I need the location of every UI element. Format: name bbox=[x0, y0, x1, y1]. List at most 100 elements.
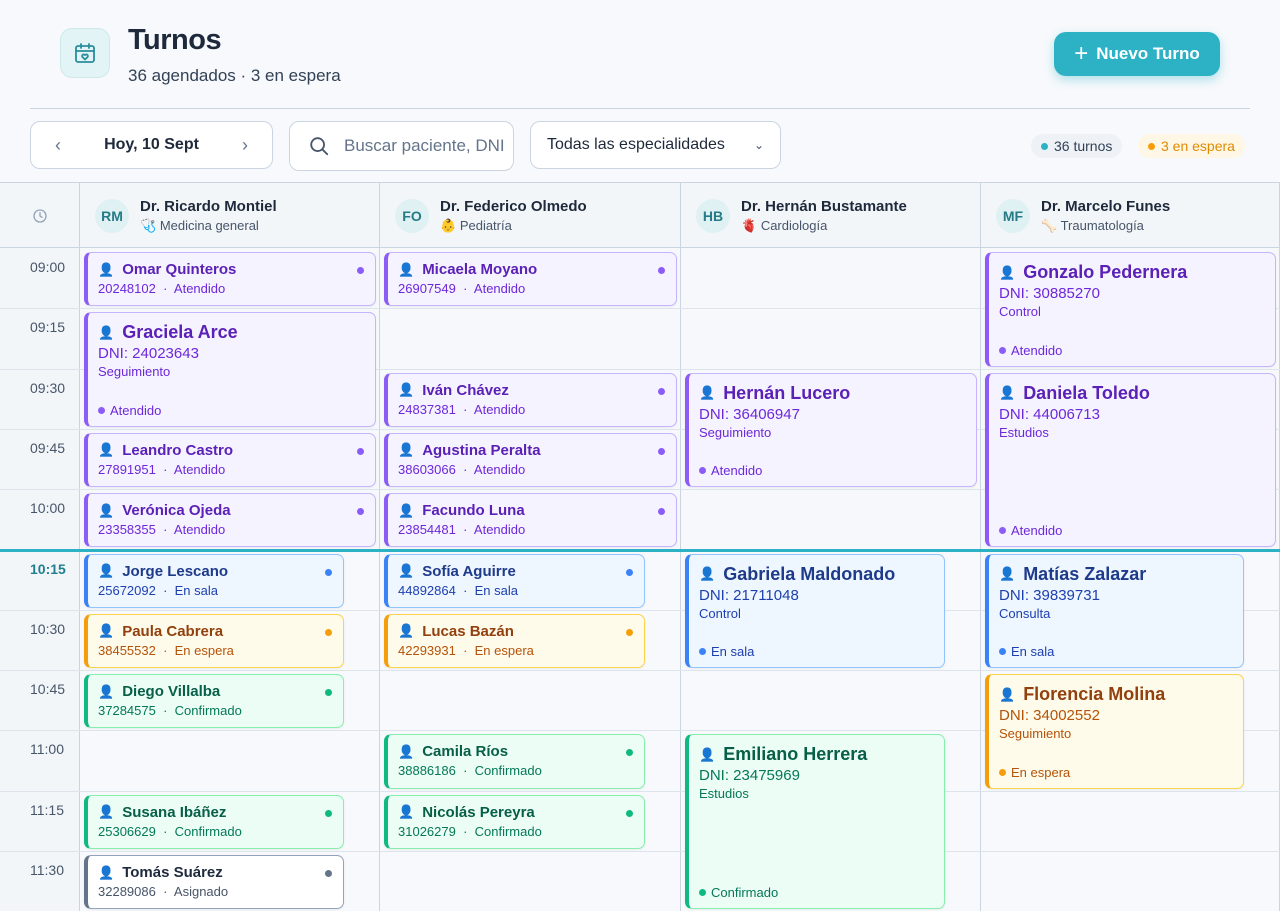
appointment-details: 23854481 · Atendido bbox=[398, 522, 676, 537]
time-label: 09:15 bbox=[30, 319, 66, 336]
doctor-header[interactable]: HB Dr. Hernán Bustamante 🫀 Cardiología bbox=[681, 183, 981, 248]
appointment-card[interactable]: 👤 Susana Ibáñez 25306629 · Confirmado bbox=[84, 794, 344, 849]
appointment-card[interactable]: 👤 Graciela Arce DNI: 24023643 Seguimiento At… bbox=[84, 312, 376, 427]
current-date[interactable]: Hoy, 10 Sept bbox=[104, 136, 199, 153]
patient-name: Gonzalo Pedernera bbox=[1023, 262, 1188, 282]
status-dot-icon bbox=[999, 527, 1006, 535]
appointment-card[interactable]: 👤 Jorge Lescano 25672092 · En sala bbox=[84, 553, 344, 608]
doctor-info: Dr. Marcelo Funes 🦴 Traumatología bbox=[1041, 198, 1170, 234]
separator: · bbox=[155, 642, 175, 658]
doctor-name: Dr. Federico Olmedo bbox=[440, 197, 587, 215]
specialty-label: Traumatología bbox=[1060, 217, 1144, 233]
patient-dni: 26907549 bbox=[398, 281, 456, 296]
status-dot-icon bbox=[325, 809, 332, 817]
status-label: En sala bbox=[474, 582, 518, 598]
appointment-card[interactable]: 👤 Hernán Lucero DNI: 36406947 Seguimiento At… bbox=[685, 372, 977, 488]
avatar: HB bbox=[696, 198, 730, 233]
patient-dni: 31026279 bbox=[398, 823, 456, 839]
doctor-header-row: RM Dr. Ricardo Montiel 🩺 Medicina general F… bbox=[0, 183, 1280, 248]
appointment-card[interactable]: 👤 Sofía Aguirre 44892864 · En sala bbox=[384, 553, 645, 608]
appointment-card[interactable]: 👤 Tomás Suárez 32289086 · Asignado bbox=[84, 855, 344, 910]
specialty-label: Cardiología bbox=[760, 217, 828, 233]
appointment-card[interactable]: 👤 Iván Chávez 24837381 · Atendido bbox=[384, 372, 677, 427]
specialty-select[interactable]: Todas las especialidades ⌄ bbox=[530, 121, 781, 169]
status-dot-icon bbox=[999, 768, 1006, 776]
status-dot-icon bbox=[699, 889, 706, 897]
patient-name: Sofía Aguirre bbox=[422, 562, 516, 580]
appointment-card[interactable]: 👤 Lucas Bazán 42293931 · En espera bbox=[384, 613, 645, 669]
person-icon: 👤 bbox=[999, 686, 1016, 702]
doctor-header[interactable]: RM Dr. Ricardo Montiel 🩺 Medicina general bbox=[80, 183, 380, 248]
appointment-card[interactable]: 👤 Emiliano Herrera DNI: 23475969 Estudios Co… bbox=[685, 734, 945, 910]
status-dot-icon bbox=[626, 749, 633, 757]
status-label: En sala bbox=[711, 644, 755, 660]
appointment-card[interactable]: 👤 Omar Quinteros 20248102 · Atendido bbox=[84, 252, 376, 307]
appointment-card[interactable]: 👤 Daniela Toledo DNI: 44006713 Estudios Aten… bbox=[985, 372, 1276, 548]
patient-name: Verónica Ojeda bbox=[122, 502, 231, 520]
patient-dni: DNI: 23475969 bbox=[699, 767, 800, 785]
appointment-details: 31026279 · Confirmado bbox=[398, 824, 644, 839]
page-title: Turnos bbox=[128, 24, 222, 56]
slot-divider bbox=[0, 308, 1280, 310]
chevron-left-icon[interactable]: ‹ bbox=[55, 134, 61, 155]
slot-divider bbox=[0, 489, 1280, 491]
search-input[interactable] bbox=[344, 136, 504, 156]
patient-name: Daniela Toledo bbox=[1023, 382, 1150, 403]
time-label: 11:00 bbox=[30, 741, 64, 758]
appointment-card[interactable]: 👤 Verónica Ojeda 23358355 · Atendido bbox=[84, 493, 376, 548]
patient-name: Graciela Arce bbox=[122, 322, 238, 343]
appointment-card[interactable]: 👤 Agustina Peralta 38603066 · Atendido bbox=[384, 432, 677, 488]
doctor-header[interactable]: FO Dr. Federico Olmedo 👶 Pediatría bbox=[380, 183, 681, 248]
appointment-header: 👤 Jorge Lescano bbox=[98, 563, 343, 580]
appointment-status: Atendido bbox=[999, 343, 1062, 358]
status-label: Atendido bbox=[173, 461, 226, 477]
doctor-header[interactable]: MF Dr. Marcelo Funes 🦴 Traumatología bbox=[981, 183, 1280, 248]
patient-dni: 23358355 bbox=[98, 522, 156, 538]
appointment-card[interactable]: 👤 Nicolás Pereyra 31026279 · Confirmado bbox=[384, 794, 645, 849]
appointment-header: 👤 Facundo Luna bbox=[398, 502, 676, 519]
appointment-card[interactable]: 👤 Micaela Moyano 26907549 · Atendido bbox=[384, 252, 677, 307]
appointment-reason: Consulta bbox=[999, 605, 1051, 621]
separator: · bbox=[455, 642, 475, 658]
appointment-details: 20248102 · Atendido bbox=[98, 281, 375, 296]
patient-name: Matías Zalazar bbox=[1023, 563, 1147, 584]
appointment-card[interactable]: 👤 Facundo Luna 23854481 · Atendido bbox=[384, 493, 677, 548]
appointment-card[interactable]: 👤 Leandro Castro 27891951 · Atendido bbox=[84, 432, 376, 488]
appointment-header: 👤 Sofía Aguirre bbox=[398, 563, 644, 580]
chevron-right-icon[interactable]: › bbox=[242, 134, 248, 155]
appointment-details: 37284575 · Confirmado bbox=[98, 703, 343, 718]
new-appointment-button[interactable]: + Nuevo Turno bbox=[1054, 32, 1220, 76]
appointment-header: 👤 Leandro Castro bbox=[98, 442, 375, 459]
search-box[interactable] bbox=[289, 121, 514, 171]
appointment-card[interactable]: 👤 Diego Villalba 37284575 · Confirmado bbox=[84, 674, 344, 729]
appointment-card[interactable]: 👤 Camila Ríos 38886186 · Confirmado bbox=[384, 734, 645, 789]
appointment-card[interactable]: 👤 Paula Cabrera 38455532 · En espera bbox=[84, 613, 344, 669]
appointment-card[interactable]: 👤 Gonzalo Pedernera DNI: 30885270 Control At… bbox=[985, 252, 1276, 367]
doctor-column bbox=[80, 248, 380, 911]
patient-name: Paula Cabrera bbox=[122, 622, 224, 640]
status-label: Atendido bbox=[473, 401, 526, 417]
person-icon: 👤 bbox=[398, 382, 415, 398]
appointment-card[interactable]: 👤 Florencia Molina DNI: 34002552 Seguimient… bbox=[985, 674, 1244, 789]
separator: · bbox=[155, 884, 174, 899]
appointment-reason: Estudios bbox=[699, 786, 749, 802]
separator: · bbox=[455, 401, 474, 417]
status-label: Atendido bbox=[473, 522, 526, 538]
patient-dni: 42293931 bbox=[398, 642, 456, 658]
appointment-card[interactable]: 👤 Gabriela Maldonado DNI: 21711048 Control E… bbox=[685, 553, 945, 669]
status-dot-icon bbox=[626, 809, 633, 817]
page-subtitle: 36 agendados · 3 en espera bbox=[128, 66, 341, 85]
appointment-details: 38603066 · Atendido bbox=[398, 462, 676, 477]
doctor-info: Dr. Federico Olmedo 👶 Pediatría bbox=[440, 198, 587, 234]
time-label: 09:30 bbox=[30, 379, 66, 396]
appointment-card[interactable]: 👤 Matías Zalazar DNI: 39839731 Consulta En s… bbox=[985, 553, 1244, 669]
appointment-details: 32289086 · Asignado bbox=[98, 884, 343, 899]
patient-dni: 25672092 bbox=[98, 582, 156, 598]
patient-name: Facundo Luna bbox=[422, 502, 525, 520]
status-dot-icon bbox=[98, 406, 105, 414]
person-icon: 👤 bbox=[98, 502, 115, 518]
person-icon: 👤 bbox=[398, 442, 415, 458]
slot-divider bbox=[0, 368, 1280, 370]
specialty-select-label: Todas las especialidades bbox=[547, 136, 725, 153]
doctor-info: Dr. Hernán Bustamante 🫀 Cardiología bbox=[741, 198, 907, 234]
